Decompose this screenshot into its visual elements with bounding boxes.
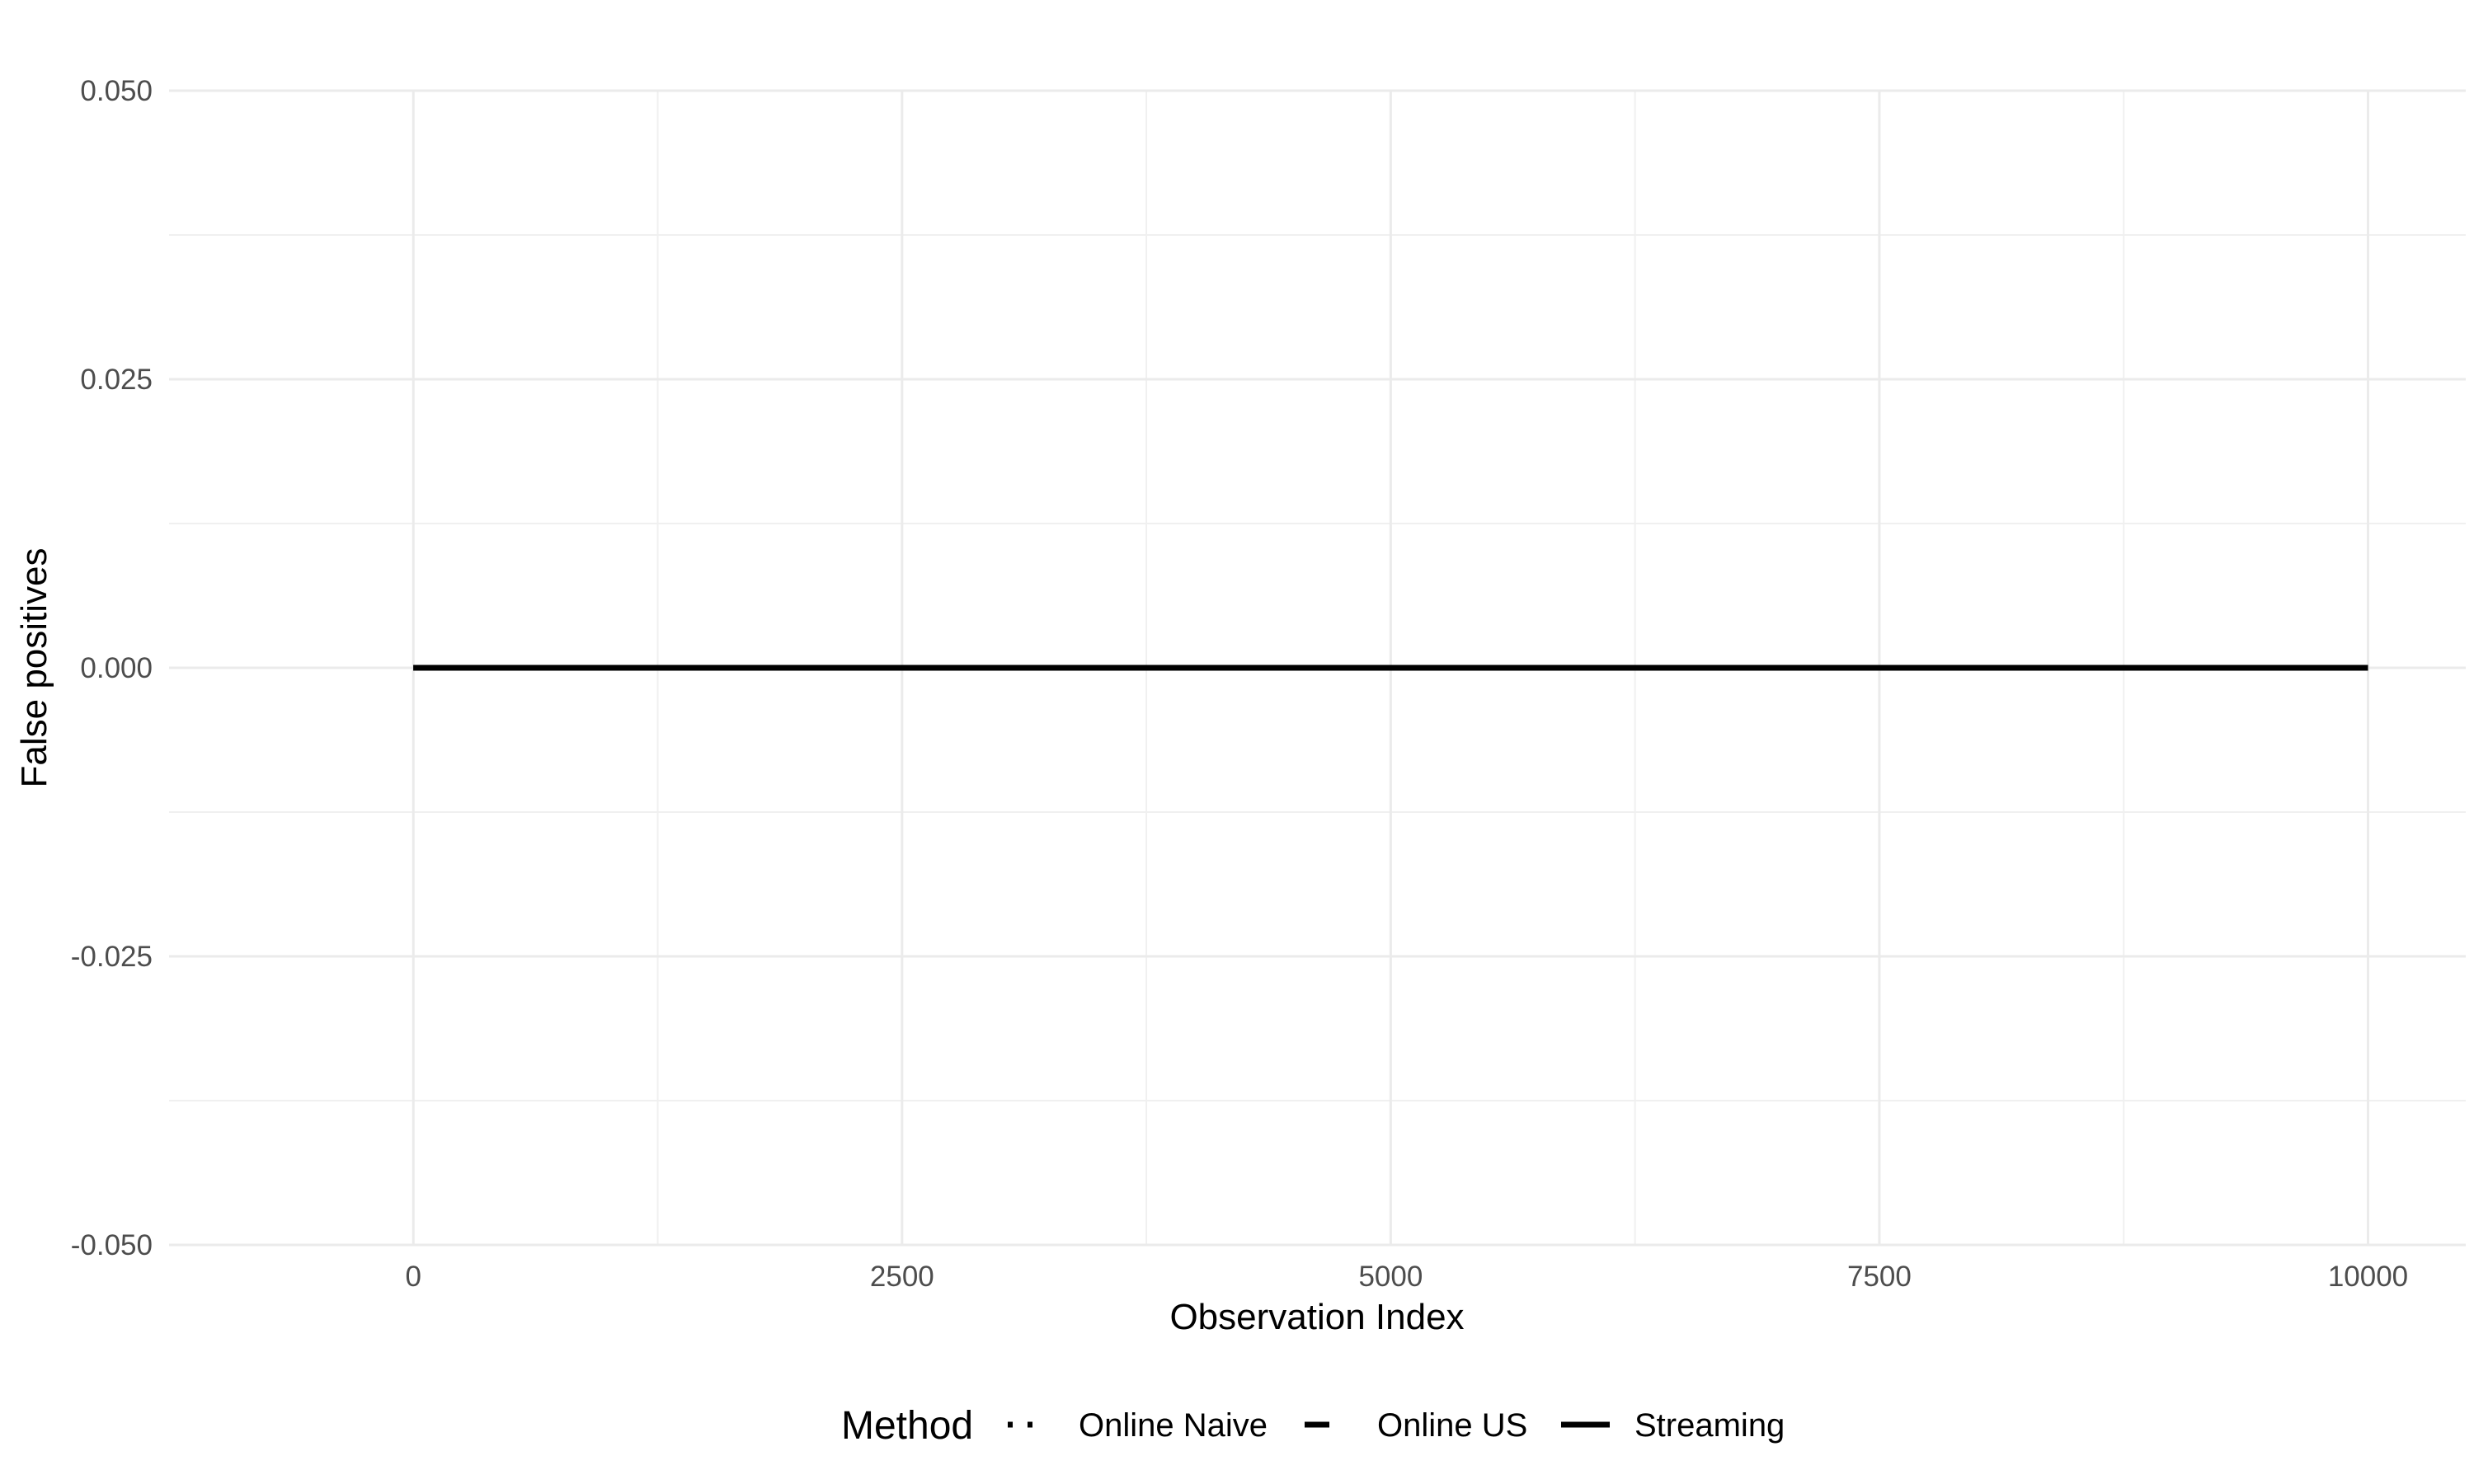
- y-tick-label: -0.025: [71, 941, 153, 973]
- y-tick-label: 0.025: [80, 364, 153, 396]
- x-tick-label: 2500: [870, 1261, 934, 1293]
- legend-label-online-naive: Online Naive: [1079, 1407, 1268, 1444]
- minor-gridlines: [169, 91, 2466, 1245]
- x-tick-label: 7500: [1847, 1261, 1912, 1293]
- y-tick-label: 0.050: [80, 75, 153, 107]
- legend-title: Method: [841, 1404, 973, 1448]
- y-tick-label: 0.000: [80, 652, 153, 684]
- y-axis-title: False positives: [14, 547, 54, 787]
- y-tick-label: -0.050: [71, 1229, 153, 1261]
- legend-label-streaming: Streaming: [1634, 1407, 1785, 1444]
- x-tick-label: 0: [406, 1261, 421, 1293]
- legend: Method Online Naive Online US Streaming: [841, 1404, 1785, 1448]
- x-axis-tick-labels: 0 2500 5000 7500 10000: [406, 1261, 2409, 1293]
- x-axis-title: Observation Index: [1169, 1297, 1464, 1337]
- x-tick-label: 5000: [1358, 1261, 1423, 1293]
- x-tick-label: 10000: [2328, 1261, 2408, 1293]
- y-axis-tick-labels: -0.050 -0.025 0.000 0.025 0.050: [71, 75, 153, 1261]
- legend-label-online-us: Online US: [1377, 1407, 1527, 1444]
